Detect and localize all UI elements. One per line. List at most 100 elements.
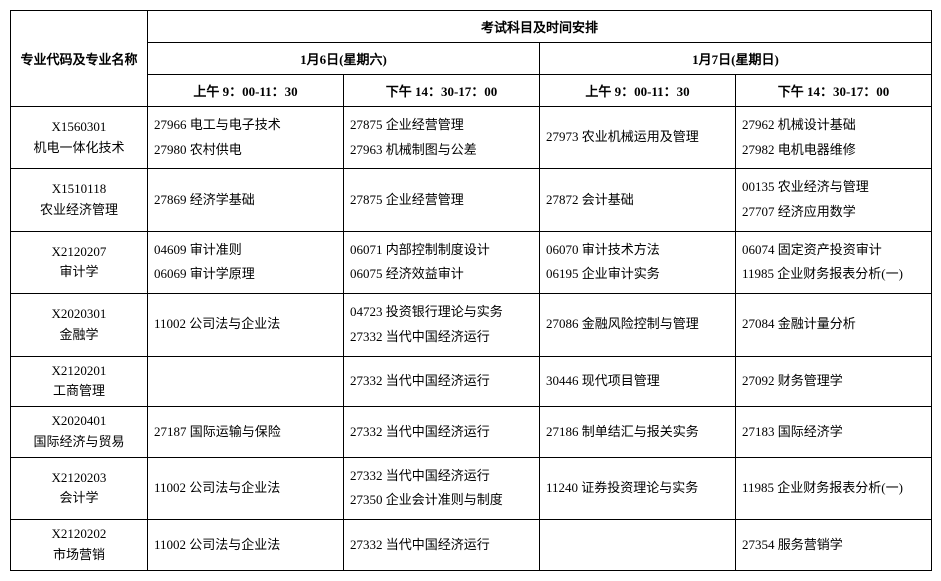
course-cell: 11240 证券投资理论与实务: [540, 457, 736, 519]
table-row: X1510118农业经济管理27869 经济学基础27875 企业经营管理278…: [11, 169, 932, 231]
major-code: X2020401: [13, 411, 145, 432]
major-code: X2120202: [13, 524, 145, 545]
major-cell: X2120207审计学: [11, 231, 148, 293]
course-line: 11985 企业财务报表分析(一): [742, 476, 925, 501]
course-cell: 27332 当代中国经济运行27350 企业会计准则与制度: [344, 457, 540, 519]
major-code: X2120203: [13, 468, 145, 489]
major-name: 审计学: [13, 262, 145, 283]
course-line: 27187 国际运输与保险: [154, 420, 337, 445]
table-row: X2120201工商管理 27332 当代中国经济运行 30446 现代项目管理 2…: [11, 356, 932, 407]
course-cell: 27869 经济学基础: [148, 169, 344, 231]
course-line: 11002 公司法与企业法: [154, 312, 337, 337]
course-cell: 06074 固定资产投资审计11985 企业财务报表分析(一): [736, 231, 932, 293]
course-line: 27084 金融计量分析: [742, 312, 925, 337]
course-line: 00135 农业经济与管理: [742, 175, 925, 200]
course-cell: 27332 当代中国经济运行: [344, 356, 540, 407]
major-name: 会计学: [13, 488, 145, 509]
course-cell: 27183 国际经济学: [736, 407, 932, 458]
course-line: 27875 企业经营管理: [350, 188, 533, 213]
course-line: 27354 服务营销学: [742, 533, 925, 558]
major-cell: X2020301金融学: [11, 294, 148, 356]
course-line: 27875 企业经营管理: [350, 113, 533, 138]
table-body: X1560301机电一体化技术27966 电工与电子技术27980 农村供电27…: [11, 107, 932, 571]
major-cell: X2120201工商管理: [11, 356, 148, 407]
course-line: 27973 农业机械运用及管理: [546, 125, 729, 150]
major-name: 机电一体化技术: [13, 138, 145, 159]
course-line: 11002 公司法与企业法: [154, 476, 337, 501]
course-line: 30446 现代项目管理: [546, 369, 729, 394]
course-cell: 27187 国际运输与保险: [148, 407, 344, 458]
major-name: 国际经济与贸易: [13, 432, 145, 453]
course-line: 06070 审计技术方法: [546, 238, 729, 263]
course-line: 27183 国际经济学: [742, 420, 925, 445]
header-day2-pm: 下午 14：30-17：00: [736, 75, 932, 107]
course-line: 27332 当代中国经济运行: [350, 464, 533, 489]
course-cell: 27973 农业机械运用及管理: [540, 107, 736, 169]
course-line: 27186 制单结汇与报关实务: [546, 420, 729, 445]
course-line: 27962 机械设计基础: [742, 113, 925, 138]
course-line: 27332 当代中国经济运行: [350, 533, 533, 558]
header-major: 专业代码及专业名称: [11, 11, 148, 107]
course-cell: [148, 356, 344, 407]
course-cell: 06071 内部控制制度设计06075 经济效益审计: [344, 231, 540, 293]
major-cell: X1510118农业经济管理: [11, 169, 148, 231]
major-cell: X2020401国际经济与贸易: [11, 407, 148, 458]
course-line: 27869 经济学基础: [154, 188, 337, 213]
course-cell: 06070 审计技术方法06195 企业审计实务: [540, 231, 736, 293]
table-row: X2020301金融学11002 公司法与企业法04723 投资银行理论与实务2…: [11, 294, 932, 356]
course-line: 11985 企业财务报表分析(一): [742, 262, 925, 287]
course-line: 27963 机械制图与公差: [350, 138, 533, 163]
course-line: 27980 农村供电: [154, 138, 337, 163]
course-line: 11002 公司法与企业法: [154, 533, 337, 558]
course-cell: 27186 制单结汇与报关实务: [540, 407, 736, 458]
course-line: 04609 审计准则: [154, 238, 337, 263]
major-cell: X2120203会计学: [11, 457, 148, 519]
header-day2: 1月7日(星期日): [540, 43, 932, 75]
header-day1-am: 上午 9：00-11：30: [148, 75, 344, 107]
course-cell: 04723 投资银行理论与实务27332 当代中国经济运行: [344, 294, 540, 356]
course-line: 27872 会计基础: [546, 188, 729, 213]
course-line: 27707 经济应用数学: [742, 200, 925, 225]
course-line: 06195 企业审计实务: [546, 262, 729, 287]
course-cell: 00135 农业经济与管理27707 经济应用数学: [736, 169, 932, 231]
table-row: X2120207审计学04609 审计准则06069 审计学原理06071 内部…: [11, 231, 932, 293]
major-code: X2020301: [13, 304, 145, 325]
course-line: 27086 金融风险控制与管理: [546, 312, 729, 337]
major-cell: X1560301机电一体化技术: [11, 107, 148, 169]
course-line: 11240 证券投资理论与实务: [546, 476, 729, 501]
major-code: X2120207: [13, 242, 145, 263]
major-code: X1510118: [13, 179, 145, 200]
header-schedule-title: 考试科目及时间安排: [148, 11, 932, 43]
course-line: 27092 财务管理学: [742, 369, 925, 394]
major-code: X1560301: [13, 117, 145, 138]
course-cell: 11002 公司法与企业法: [148, 457, 344, 519]
table-row: X1560301机电一体化技术27966 电工与电子技术27980 农村供电27…: [11, 107, 932, 169]
course-line: 06071 内部控制制度设计: [350, 238, 533, 263]
table-row: X2120203会计学11002 公司法与企业法27332 当代中国经济运行27…: [11, 457, 932, 519]
course-cell: 27875 企业经营管理: [344, 169, 540, 231]
course-cell: 04609 审计准则06069 审计学原理: [148, 231, 344, 293]
course-cell: 27086 金融风险控制与管理: [540, 294, 736, 356]
course-line: 27332 当代中国经济运行: [350, 369, 533, 394]
course-line: 27966 电工与电子技术: [154, 113, 337, 138]
header-day2-am: 上午 9：00-11：30: [540, 75, 736, 107]
table-row: X2020401国际经济与贸易27187 国际运输与保险27332 当代中国经济…: [11, 407, 932, 458]
course-line: 27332 当代中国经济运行: [350, 325, 533, 350]
course-cell: 27966 电工与电子技术27980 农村供电: [148, 107, 344, 169]
table-header: 专业代码及专业名称 考试科目及时间安排 1月6日(星期六) 1月7日(星期日) …: [11, 11, 932, 107]
course-cell: 27962 机械设计基础27982 电机电器维修: [736, 107, 932, 169]
header-day1-pm: 下午 14：30-17：00: [344, 75, 540, 107]
course-line: 27332 当代中国经济运行: [350, 420, 533, 445]
course-cell: 27872 会计基础: [540, 169, 736, 231]
course-line: 06069 审计学原理: [154, 262, 337, 287]
course-line: 06074 固定资产投资审计: [742, 238, 925, 263]
major-name: 农业经济管理: [13, 200, 145, 221]
course-line: 06075 经济效益审计: [350, 262, 533, 287]
major-name: 金融学: [13, 325, 145, 346]
course-line: 27982 电机电器维修: [742, 138, 925, 163]
major-code: X2120201: [13, 361, 145, 382]
course-cell: 27092 财务管理学: [736, 356, 932, 407]
major-name: 工商管理: [13, 381, 145, 402]
course-cell: 27084 金融计量分析: [736, 294, 932, 356]
course-cell: 30446 现代项目管理: [540, 356, 736, 407]
